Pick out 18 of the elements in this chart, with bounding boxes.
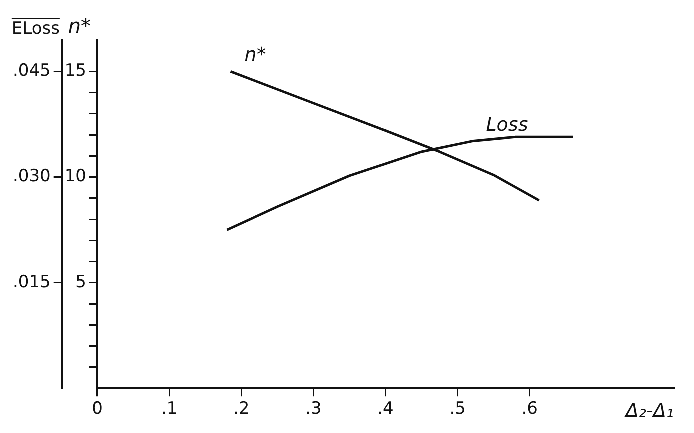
y2-tick-label: .045 — [12, 61, 51, 82]
x-tick-label: 0 — [92, 399, 103, 420]
y-tick-label: 10 — [64, 166, 86, 187]
y-tick-label: 15 — [64, 61, 86, 82]
x-tick-label: .2 — [233, 399, 250, 420]
x-tick-label: .6 — [522, 399, 538, 420]
y2-tick-label: .015 — [12, 272, 51, 292]
x-axis-title: Δ₂-Δ₁ — [624, 400, 674, 422]
x-tick-label: .3 — [306, 399, 322, 420]
series-label: n* — [244, 44, 266, 66]
y-tick-label: 5 — [76, 272, 86, 292]
x-tick-label: .1 — [161, 399, 178, 420]
y-axis-title: n* — [68, 14, 92, 38]
y2-tick-label: .030 — [12, 166, 51, 187]
x-tick-label: .5 — [450, 399, 466, 420]
y2-axis-title: ELoss — [12, 18, 60, 39]
series-label: Loss — [486, 114, 528, 136]
x-tick-label: .4 — [378, 399, 394, 420]
